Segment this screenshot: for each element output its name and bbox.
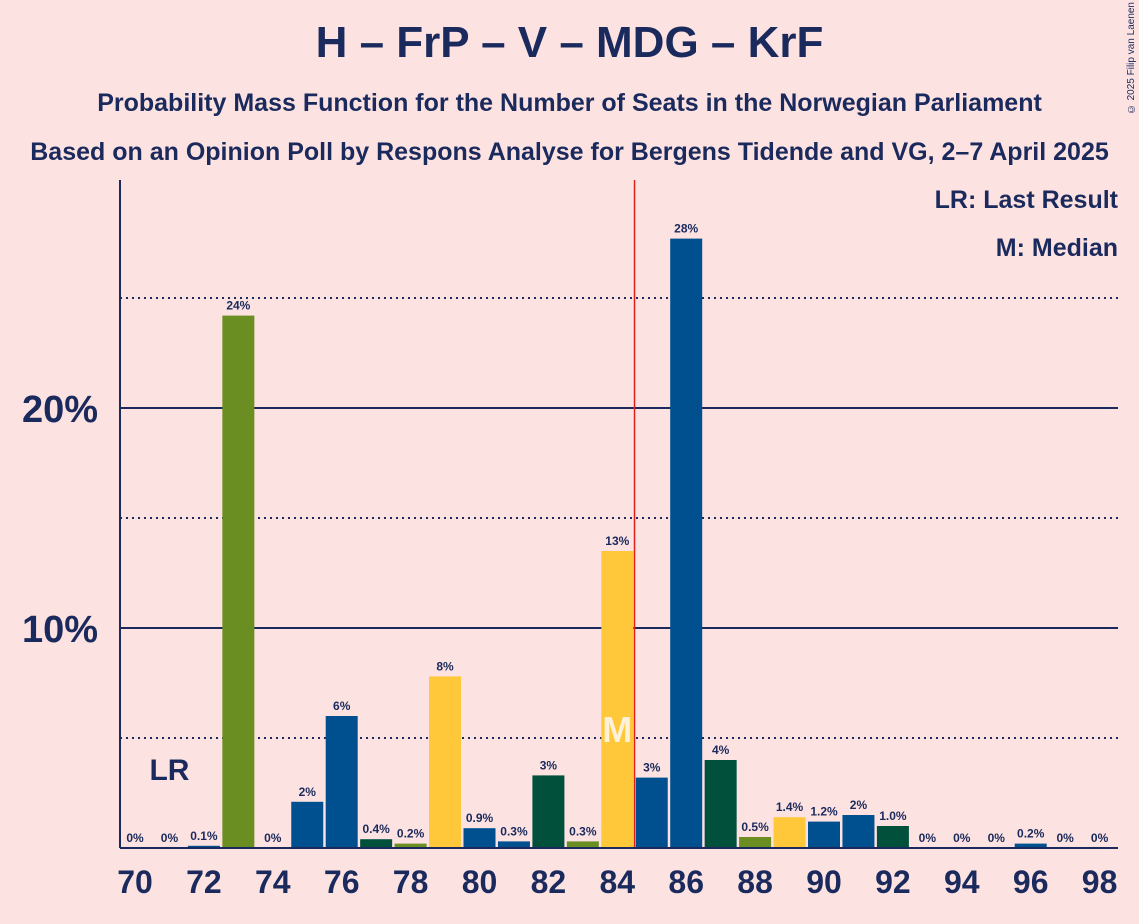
bar-value-label: 2% bbox=[299, 785, 317, 799]
x-tick-label: 70 bbox=[117, 864, 153, 900]
bar-value-label: 0.9% bbox=[466, 811, 494, 825]
median-marker: M bbox=[602, 709, 632, 750]
bar-value-label: 0.2% bbox=[1017, 827, 1045, 841]
bar-seat-92 bbox=[876, 826, 909, 848]
y-tick-label: 20% bbox=[22, 389, 98, 431]
bar-value-label: 0.3% bbox=[500, 824, 528, 838]
x-tick-label: 88 bbox=[737, 864, 773, 900]
bar-seat-86 bbox=[670, 238, 703, 849]
bar-seat-80 bbox=[463, 828, 496, 848]
last-result-marker: LR bbox=[149, 754, 189, 787]
bar-value-label: 13% bbox=[605, 534, 629, 548]
bar-seat-77 bbox=[360, 839, 393, 848]
bar-value-label: 0.3% bbox=[569, 824, 597, 838]
bar-seat-87 bbox=[704, 760, 737, 848]
bar-seat-72 bbox=[187, 845, 220, 848]
legend-last-result: LR: Last Result bbox=[934, 186, 1118, 214]
bar-seat-78 bbox=[394, 843, 427, 848]
bar-value-label: 0% bbox=[919, 831, 937, 845]
bar-value-label: 3% bbox=[643, 761, 661, 775]
bar-seat-75 bbox=[291, 801, 324, 848]
bar-seat-76 bbox=[325, 716, 358, 848]
x-tick-label: 80 bbox=[462, 864, 498, 900]
bar-value-label: 4% bbox=[712, 743, 730, 757]
bar-value-label: 1.2% bbox=[810, 805, 838, 819]
bar-value-label: 0% bbox=[953, 831, 971, 845]
x-tick-label: 78 bbox=[393, 864, 429, 900]
x-tick-label: 98 bbox=[1082, 864, 1118, 900]
x-tick-label: 84 bbox=[600, 864, 636, 900]
chart-title: H – FrP – V – MDG – KrF bbox=[315, 18, 824, 67]
bar-seat-82 bbox=[532, 775, 565, 848]
bar-value-label: 0.1% bbox=[190, 829, 218, 843]
bar-seat-85 bbox=[635, 777, 668, 848]
bar-value-label: 1.0% bbox=[879, 809, 907, 823]
bar-seat-90 bbox=[808, 821, 840, 848]
x-tick-label: 94 bbox=[944, 864, 980, 900]
bar-value-label: 0% bbox=[1056, 831, 1074, 845]
bar-value-label: 0% bbox=[1091, 831, 1109, 845]
bar-value-label: 0% bbox=[161, 831, 179, 845]
bar-seat-81 bbox=[497, 841, 530, 848]
bar-seat-91 bbox=[842, 815, 875, 848]
bar-value-label: 3% bbox=[540, 758, 558, 772]
bar-value-label: 0% bbox=[988, 831, 1006, 845]
x-tick-label: 90 bbox=[806, 864, 842, 900]
x-tick-label: 72 bbox=[186, 864, 222, 900]
bar-value-label: 24% bbox=[226, 299, 250, 313]
x-tick-label: 86 bbox=[668, 864, 704, 900]
x-tick-label: 82 bbox=[531, 864, 567, 900]
bar-value-label: 1.4% bbox=[776, 800, 804, 814]
bar-seat-89 bbox=[773, 817, 806, 848]
bar-value-label: 6% bbox=[333, 699, 351, 713]
chart-subtitle: Probability Mass Function for the Number… bbox=[97, 89, 1042, 117]
bar-seat-79 bbox=[429, 676, 462, 848]
x-tick-label: 76 bbox=[324, 864, 360, 900]
chart-source: Based on an Opinion Poll by Respons Anal… bbox=[30, 138, 1109, 166]
bar-value-label: 0% bbox=[264, 831, 282, 845]
bar-value-label: 2% bbox=[850, 798, 868, 812]
x-tick-label: 96 bbox=[1013, 864, 1049, 900]
x-tick-label: 74 bbox=[255, 864, 291, 900]
bar-value-label: 28% bbox=[674, 222, 698, 236]
bar-seat-96 bbox=[1014, 843, 1047, 848]
y-tick-label: 10% bbox=[22, 609, 98, 651]
bar-value-label: 0.4% bbox=[362, 822, 390, 836]
bar-value-label: 0.2% bbox=[397, 827, 425, 841]
bar-seat-73 bbox=[222, 315, 255, 849]
bar-seat-88 bbox=[739, 837, 772, 848]
bar-value-label: 0% bbox=[126, 831, 144, 845]
bar-value-label: 0.5% bbox=[741, 820, 769, 834]
bar-seat-83 bbox=[566, 841, 599, 848]
x-tick-label: 92 bbox=[875, 864, 911, 900]
bar-value-label: 8% bbox=[436, 659, 454, 673]
bar-seat-84 bbox=[601, 551, 634, 848]
legend-median: M: Median bbox=[995, 234, 1118, 262]
